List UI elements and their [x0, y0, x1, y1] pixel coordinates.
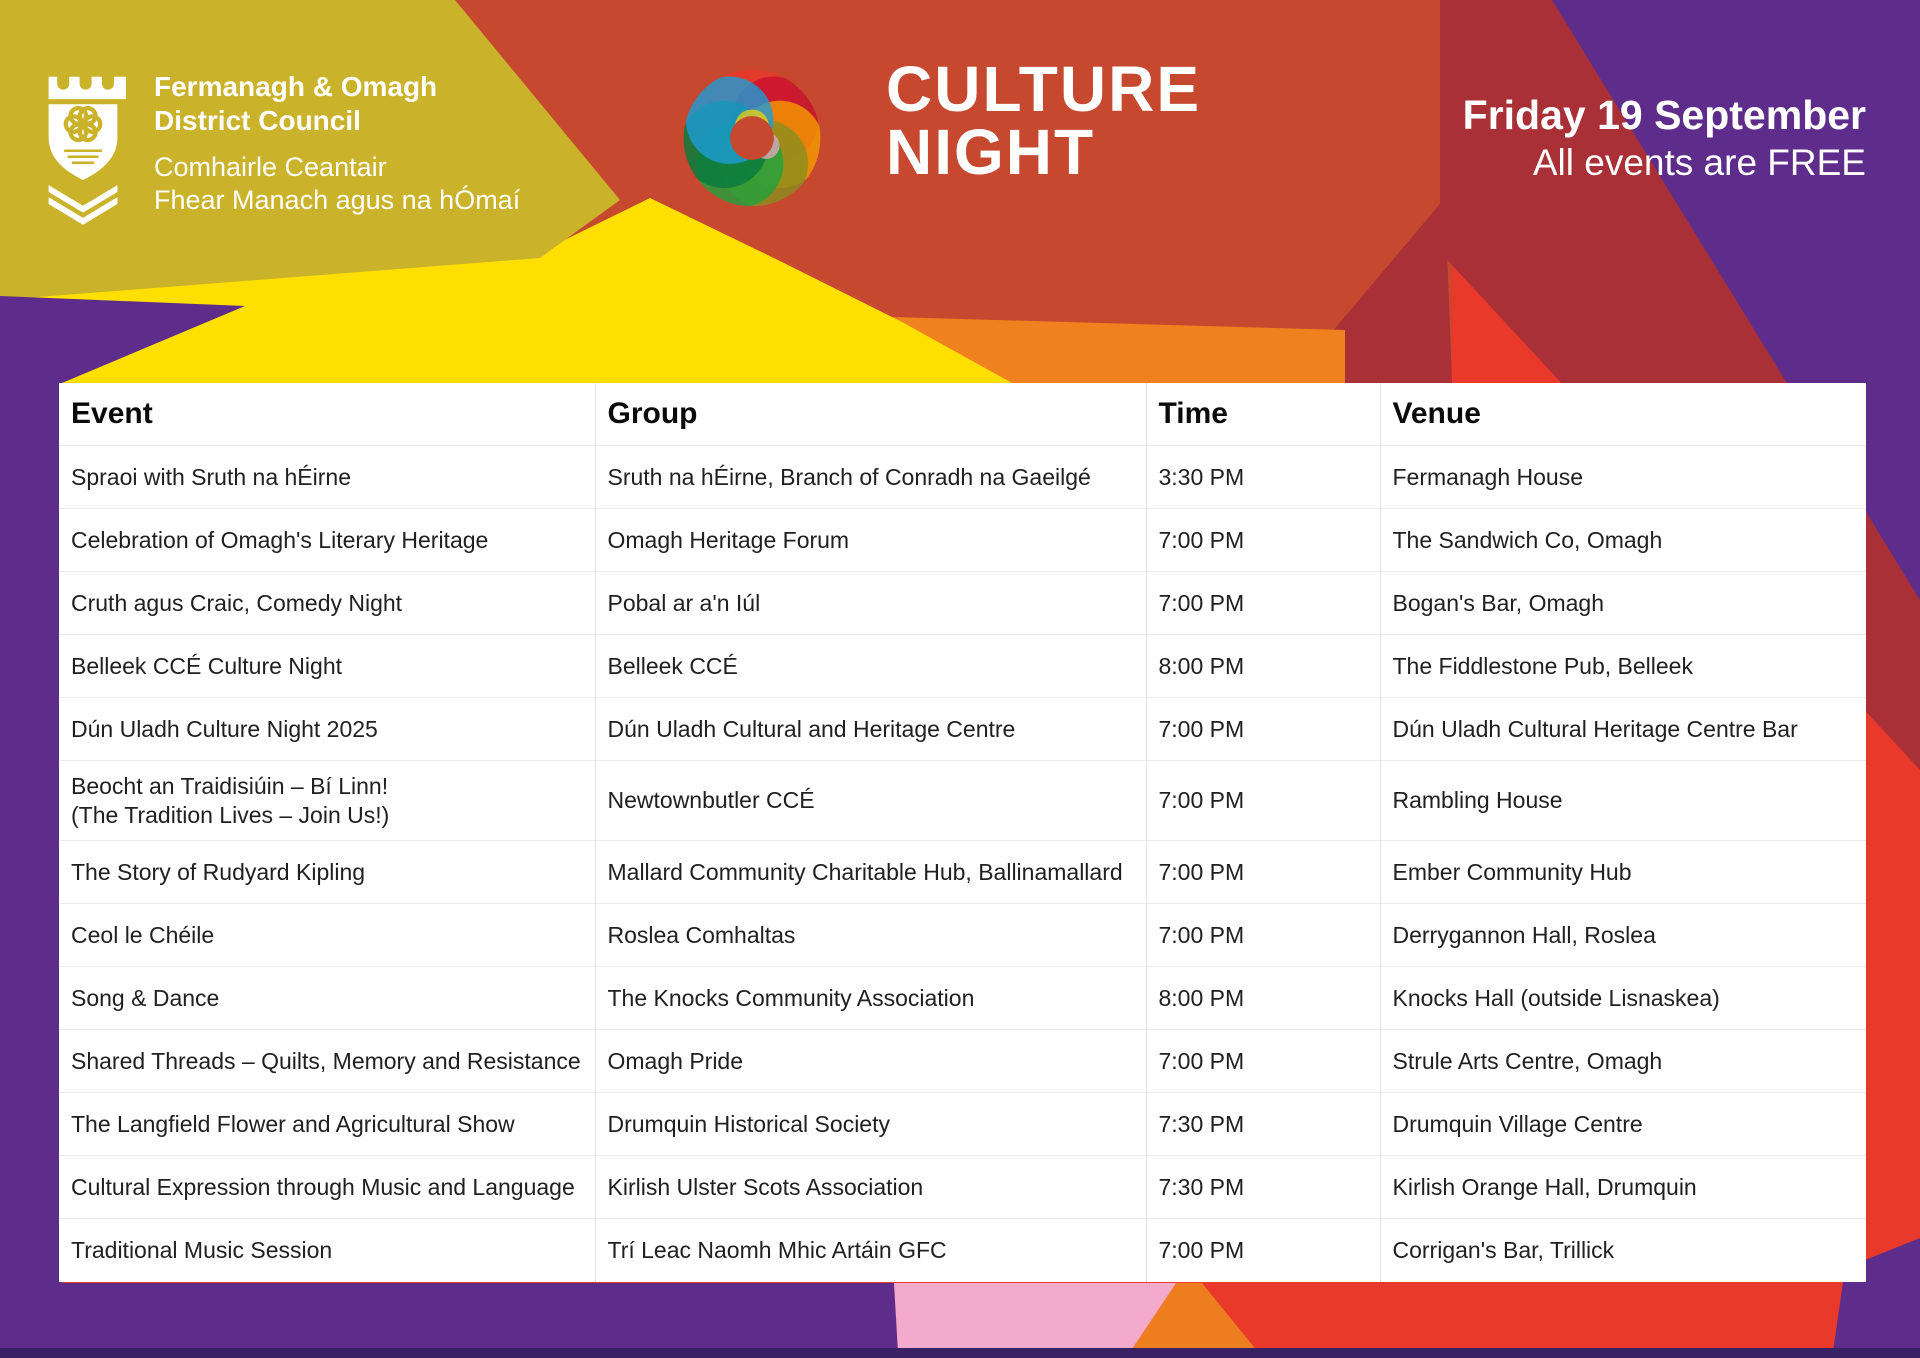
- council-name-ga-line2: Fhear Manach agus na hÓmaí: [154, 184, 521, 215]
- event-cell: Belleek CCÉ Culture Night: [59, 634, 596, 698]
- time-cell: 8:00 PM: [1146, 634, 1381, 698]
- time-cell: 3:30 PM: [1146, 445, 1381, 509]
- table-row: Shared Threads – Quilts, Memory and Resi…: [59, 1029, 1866, 1093]
- group-cell: Roslea Comhaltas: [595, 903, 1147, 967]
- group-cell: Dún Uladh Cultural and Heritage Centre: [595, 697, 1147, 761]
- group-cell: Omagh Pride: [595, 1029, 1147, 1093]
- free-tagline: All events are FREE: [1532, 142, 1866, 184]
- table-header-row: Event Group Time Venue: [59, 383, 1866, 446]
- group-cell: Drumquin Historical Society: [595, 1092, 1147, 1156]
- venue-cell: Strule Arts Centre, Omagh: [1392, 1047, 1663, 1074]
- venue-cell: Corrigan's Bar, Trillick: [1392, 1236, 1615, 1263]
- table-row: Ceol le Chéile Roslea Comhaltas 7:00 PM …: [59, 903, 1866, 967]
- venue-cell: Rambling House: [1392, 787, 1563, 814]
- kaleidoscope-flower-icon: [683, 69, 821, 207]
- table-row: The Story of Rudyard Kipling Mallard Com…: [59, 840, 1866, 904]
- group-cell: Trí Leac Naomh Mhic Artáin GFC: [595, 1218, 1147, 1282]
- time-cell: 7:00 PM: [1146, 1218, 1381, 1282]
- crest-shield-icon: [48, 76, 126, 225]
- table-row: Celebration of Omagh's Literary Heritage…: [59, 508, 1866, 572]
- group-cell: Belleek CCÉ: [595, 634, 1147, 698]
- event-cell: Celebration of Omagh's Literary Heritage: [59, 508, 596, 572]
- table-row: Dún Uladh Culture Night 2025 Dún Uladh C…: [59, 697, 1866, 761]
- column-header-venue: Venue: [1392, 397, 1481, 430]
- table-row: Song & Dance The Knocks Community Associ…: [59, 966, 1866, 1030]
- table-row: Belleek CCÉ Culture Night Belleek CCÉ 8:…: [59, 634, 1866, 698]
- event-date: Friday 19 September: [1462, 92, 1866, 138]
- event-cell: Song & Dance: [59, 966, 596, 1030]
- wordmark-line2: NIGHT: [886, 115, 1096, 188]
- event-cell: Traditional Music Session: [59, 1218, 596, 1282]
- table-row: Cruth agus Craic, Comedy Night Pobal ar …: [59, 571, 1866, 635]
- venue-cell: The Sandwich Co, Omagh: [1392, 526, 1663, 553]
- council-name-en-line2: District Council: [154, 104, 361, 136]
- table-row: Traditional Music Session Trí Leac Naomh…: [59, 1218, 1866, 1282]
- time-cell: 7:00 PM: [1146, 760, 1381, 841]
- time-cell: 7:30 PM: [1146, 1155, 1381, 1219]
- table-row: Cultural Expression through Music and La…: [59, 1155, 1866, 1219]
- column-header-event: Event: [59, 383, 596, 446]
- column-header-group: Group: [595, 383, 1147, 446]
- event-cell: The Langfield Flower and Agricultural Sh…: [59, 1092, 596, 1156]
- venue-cell: Drumquin Village Centre: [1392, 1110, 1643, 1137]
- time-cell: 7:00 PM: [1146, 697, 1381, 761]
- column-header-time: Time: [1146, 383, 1381, 446]
- group-cell: Pobal ar a'n Iúl: [595, 571, 1147, 635]
- group-cell: Mallard Community Charitable Hub, Ballin…: [595, 840, 1147, 904]
- event-cell: Cruth agus Craic, Comedy Night: [59, 571, 596, 635]
- venue-cell: Fermanagh House: [1392, 463, 1584, 490]
- event-cell: Beocht an Traidisiúin – Bí Linn! (The Tr…: [59, 760, 596, 841]
- time-cell: 7:30 PM: [1146, 1092, 1381, 1156]
- table-row: Beocht an Traidisiúin – Bí Linn! (The Tr…: [59, 760, 1866, 841]
- event-cell: The Story of Rudyard Kipling: [59, 840, 596, 904]
- council-logo: Fermanagh & Omagh District Council Comha…: [40, 58, 520, 228]
- event-cell: Cultural Expression through Music and La…: [59, 1155, 596, 1219]
- venue-cell: Derrygannon Hall, Roslea: [1392, 921, 1656, 948]
- time-cell: 7:00 PM: [1146, 571, 1381, 635]
- time-cell: 7:00 PM: [1146, 508, 1381, 572]
- council-name: Fermanagh & Omagh District Council Comha…: [154, 58, 520, 228]
- event-cell: Shared Threads – Quilts, Memory and Resi…: [59, 1029, 596, 1093]
- events-table: Event Group Time Venue Spraoi with Sruth…: [59, 383, 1866, 1282]
- culture-night-wordmark: CULTURE NIGHT: [886, 53, 1201, 188]
- council-name-en-line1: Fermanagh & Omagh: [154, 71, 438, 102]
- table-row: Spraoi with Sruth na hÉirne Sruth na hÉi…: [59, 445, 1866, 509]
- time-cell: 7:00 PM: [1146, 840, 1381, 904]
- group-cell: The Knocks Community Association: [595, 966, 1147, 1030]
- table-row: The Langfield Flower and Agricultural Sh…: [59, 1092, 1866, 1156]
- group-cell: Kirlish Ulster Scots Association: [595, 1155, 1147, 1219]
- event-cell: Ceol le Chéile: [59, 903, 596, 967]
- venue-cell: Ember Community Hub: [1392, 858, 1632, 885]
- date-block: Friday 19 September All events are FREE: [1463, 92, 1866, 187]
- venue-cell: Dún Uladh Cultural Heritage Centre Bar: [1392, 715, 1798, 742]
- group-cell: Sruth na hÉirne, Branch of Conradh na Ga…: [595, 445, 1147, 509]
- council-name-ga-line1: Comhairle Ceantair: [154, 152, 387, 183]
- group-cell: Newtownbutler CCÉ: [595, 760, 1147, 841]
- time-cell: 7:00 PM: [1146, 903, 1381, 967]
- event-cell: Dún Uladh Culture Night 2025: [59, 697, 596, 761]
- time-cell: 7:00 PM: [1146, 1029, 1381, 1093]
- event-cell: Spraoi with Sruth na hÉirne: [59, 445, 596, 509]
- group-cell: Omagh Heritage Forum: [595, 508, 1147, 572]
- venue-cell: Knocks Hall (outside Lisnaskea): [1392, 984, 1720, 1011]
- venue-cell: The Fiddlestone Pub, Belleek: [1392, 652, 1693, 679]
- time-cell: 8:00 PM: [1146, 966, 1381, 1030]
- venue-cell: Kirlish Orange Hall, Drumquin: [1392, 1173, 1697, 1200]
- venue-cell: Bogan's Bar, Omagh: [1392, 589, 1605, 616]
- wordmark-line1: CULTURE: [886, 53, 1201, 125]
